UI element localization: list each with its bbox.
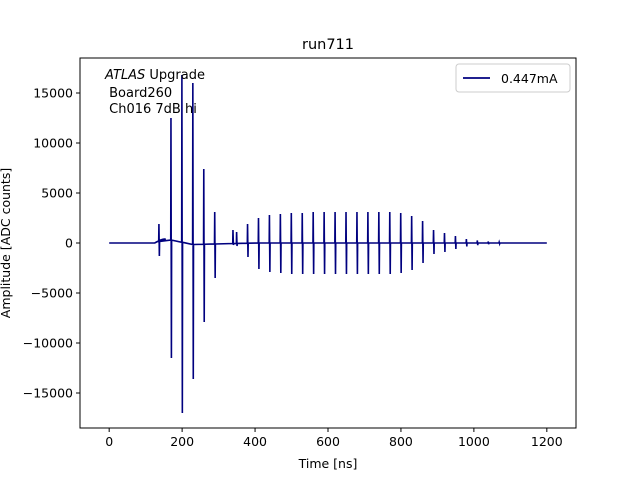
legend: 0.447mA xyxy=(455,63,571,93)
chart-title: run711 xyxy=(302,37,354,53)
x-tick-label: 1200 xyxy=(531,434,563,449)
x-tick-label: 600 xyxy=(316,434,340,449)
y-tick-label: 15000 xyxy=(33,86,73,101)
x-tick-label: 800 xyxy=(389,434,413,449)
y-axis-label: Amplitude [ADC counts] xyxy=(0,168,13,318)
legend-box xyxy=(455,63,571,93)
y-tick-label: −15000 xyxy=(23,386,73,401)
x-axis-label: Time [ns] xyxy=(298,456,358,471)
annotation-line-2: Board260 xyxy=(105,86,172,101)
annotation: ATLAS Upgrade Board260 Ch016 7dB hi xyxy=(104,68,205,117)
annotation-line-1: ATLAS Upgrade xyxy=(104,68,205,83)
legend-label: 0.447mA xyxy=(501,71,558,86)
y-axis: −15000 −10000 −5000 0 5000 10000 15000 xyxy=(23,86,80,401)
x-tick-label: 400 xyxy=(243,434,267,449)
x-tick-label: 1000 xyxy=(458,434,490,449)
x-tick-label: 0 xyxy=(105,434,113,449)
y-tick-label: −5000 xyxy=(31,286,73,301)
x-axis: 0 200 400 600 800 1000 1200 xyxy=(105,428,563,449)
y-tick-label: −10000 xyxy=(23,336,73,351)
y-tick-label: 0 xyxy=(65,236,73,251)
y-tick-label: 10000 xyxy=(33,136,73,151)
series-line-0.447mA xyxy=(109,74,547,414)
x-tick-label: 200 xyxy=(170,434,194,449)
annotation-line-3: Ch016 7dB hi xyxy=(105,102,197,117)
y-tick-label: 5000 xyxy=(41,186,73,201)
